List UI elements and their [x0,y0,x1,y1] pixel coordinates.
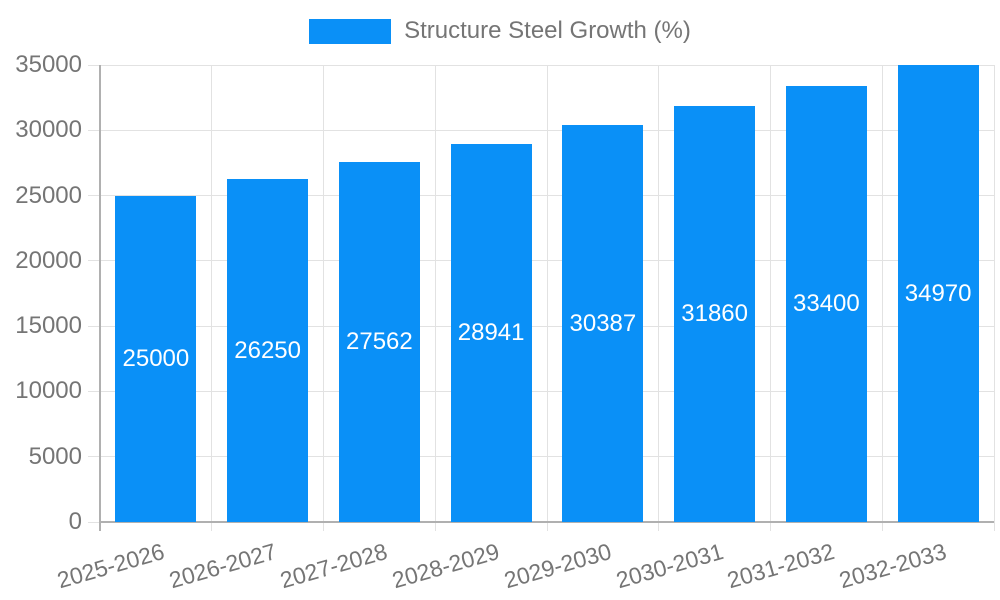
y-axis-tick-label: 0 [68,508,82,535]
legend-swatch [309,18,392,44]
bar-value-label: 28941 [457,319,525,347]
y-axis-tick-label: 5000 [28,442,82,470]
legend[interactable]: Structure Steel Growth (%) [0,14,1000,48]
bar-value-label: 31860 [681,299,748,327]
y-gridline [88,390,994,392]
bar[interactable]: 28941 [450,144,532,522]
legend-label: Structure Steel Growth (%) [404,17,691,44]
x-gridline [658,65,660,531]
bar[interactable]: 34970 [897,65,979,522]
x-gridline [211,65,213,531]
y-axis-tick-label: 30000 [15,116,82,144]
bar-value-label: 26250 [234,336,301,364]
bar-value-label: 33400 [793,289,860,317]
bar[interactable]: 27562 [338,162,420,522]
y-axis-tick-label: 10000 [15,377,82,405]
bar-value-label: 34970 [904,279,972,307]
y-axis-line [99,65,101,531]
y-gridline [88,195,994,197]
bar-value-label: 25000 [122,344,190,372]
x-axis-category-label: 2029-2030 [501,538,615,594]
bar[interactable]: 26250 [227,179,309,522]
bar[interactable]: 30387 [562,125,644,522]
bar[interactable]: 25000 [115,195,197,522]
y-gridline [88,129,994,131]
x-axis-line [99,521,994,523]
x-axis-category-label: 2026-2027 [165,538,279,594]
x-axis-category-label: 2030-2031 [612,538,726,594]
x-axis-category-label: 2028-2029 [389,538,503,594]
y-gridline [88,325,994,327]
x-gridline [993,65,995,531]
y-axis-tick-label: 20000 [15,246,82,274]
x-axis-category-label: 2031-2032 [724,538,838,594]
x-gridline [323,65,324,531]
bar-value-label: 27562 [346,328,413,356]
x-gridline [434,65,436,531]
x-axis-category-label: 2025-2026 [54,538,168,594]
bar[interactable]: 33400 [785,85,867,522]
y-axis-tick-label: 35000 [15,51,82,78]
y-gridline [88,260,994,262]
y-gridline [88,456,994,458]
x-axis-category-label: 2027-2028 [277,538,391,594]
bar[interactable]: 31860 [674,105,756,522]
bar-value-label: 30387 [569,309,637,337]
y-gridline [88,64,994,66]
x-gridline [881,65,883,531]
x-gridline [546,65,548,531]
x-gridline [770,65,771,531]
y-axis-tick-label: 15000 [15,312,82,340]
y-axis-tick-label: 25000 [15,181,82,209]
x-axis-category-label: 2032-2033 [836,538,950,594]
